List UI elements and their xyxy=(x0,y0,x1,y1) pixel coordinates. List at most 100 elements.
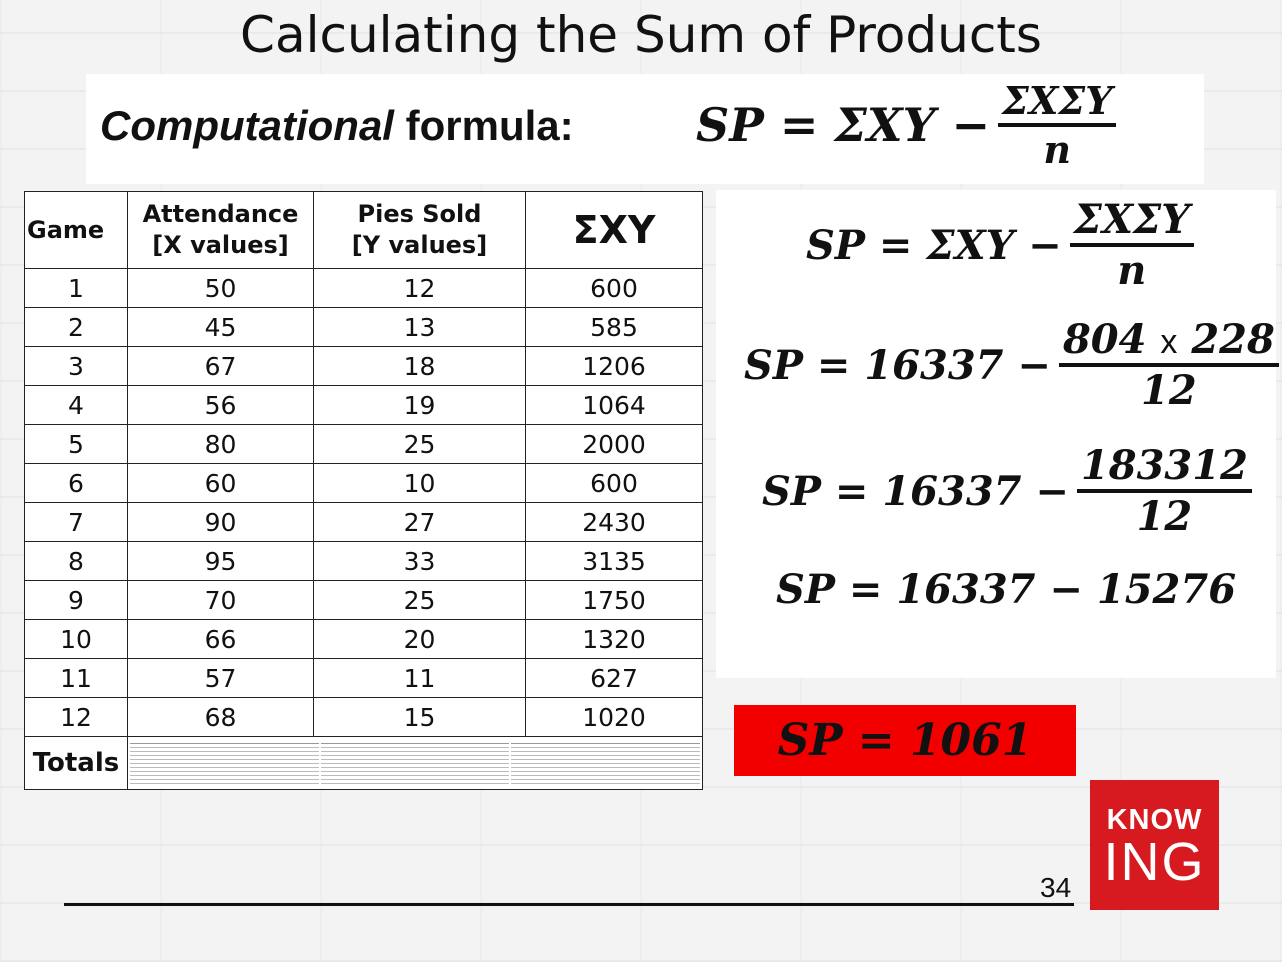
calc-line-3-den: 12 xyxy=(1136,493,1193,540)
table-row: 5 80 25 2000 xyxy=(24,424,703,464)
table-row: 6 60 10 600 xyxy=(24,463,703,503)
cell-pies: 12 xyxy=(313,268,526,308)
totals-row: Totals xyxy=(24,736,703,790)
table-row: 4 56 19 1064 xyxy=(24,385,703,425)
calc-line-2: SP = 16337 − 804 x 228 12 xyxy=(744,316,1279,414)
cell-game: 7 xyxy=(24,502,128,542)
cell-sxy: 2430 xyxy=(525,502,703,542)
cell-pies: 33 xyxy=(313,541,526,581)
cell-game: 12 xyxy=(24,697,128,737)
cell-game: 10 xyxy=(24,619,128,659)
header-pies: Pies Sold [Y values] xyxy=(313,191,526,269)
calc-line-4: SP = 16337 − 15276 xyxy=(776,566,1237,613)
fraction-bar xyxy=(1076,489,1252,493)
cell-sxy: 3135 xyxy=(525,541,703,581)
cell-attendance: 66 xyxy=(127,619,314,659)
calc-line-1-lhs: SP = ΣXY − xyxy=(806,221,1062,269)
cell-pies: 27 xyxy=(313,502,526,542)
cell-pies: 15 xyxy=(313,697,526,737)
header-attendance: Attendance [X values] xyxy=(127,191,314,269)
result-text: SP = 1061 xyxy=(777,715,1033,766)
cell-pies: 18 xyxy=(313,346,526,386)
cell-game: 6 xyxy=(24,463,128,503)
cell-sxy: 627 xyxy=(525,658,703,698)
cell-sxy: 1020 xyxy=(525,697,703,737)
cell-sxy: 2000 xyxy=(525,424,703,464)
table-row: 8 95 33 3135 xyxy=(24,541,703,581)
cell-sxy: 600 xyxy=(525,268,703,308)
thumbnail-table xyxy=(130,742,319,784)
cell-game: 8 xyxy=(24,541,128,581)
fraction-bar xyxy=(998,123,1117,127)
table-row: 1 50 12 600 xyxy=(24,268,703,308)
cell-game: 5 xyxy=(24,424,128,464)
fraction-bar xyxy=(1069,243,1194,247)
cell-attendance: 80 xyxy=(127,424,314,464)
logo-bottom-text: ING xyxy=(1103,832,1206,892)
slide-title: Calculating the Sum of Products xyxy=(240,6,1042,64)
table-row: 2 45 13 585 xyxy=(24,307,703,347)
cell-pies: 19 xyxy=(313,385,526,425)
calc-line-1-num: ΣXΣY xyxy=(1073,196,1190,243)
num-a: 804 xyxy=(1062,316,1147,363)
header-pies-line2: [Y values] xyxy=(351,231,488,259)
header-attendance-line1: Attendance xyxy=(142,200,299,228)
fraction-bar xyxy=(1058,363,1279,367)
table-row: 10 66 20 1320 xyxy=(24,619,703,659)
banner-formula-lhs: SP = ΣXY − xyxy=(696,98,990,152)
calc-line-1-den: n xyxy=(1117,247,1147,294)
header-pies-line1: Pies Sold xyxy=(357,200,482,228)
cell-attendance: 50 xyxy=(127,268,314,308)
formula-banner: Computational formula: SP = ΣXY − ΣXΣY n xyxy=(86,74,1204,184)
totals-label: Totals xyxy=(24,736,128,790)
cell-attendance: 70 xyxy=(127,580,314,620)
totals-embedded-thumbnail xyxy=(127,736,703,790)
calculation-panel: SP = ΣXY − ΣXΣY n SP = 16337 − 804 x 228… xyxy=(716,190,1279,678)
cell-attendance: 60 xyxy=(127,463,314,503)
calc-line-1: SP = ΣXY − ΣXΣY n xyxy=(806,196,1194,294)
banner-denominator: n xyxy=(1043,127,1071,172)
cell-game: 9 xyxy=(24,580,128,620)
formula-label: Computational formula: xyxy=(100,102,574,150)
page-number: 34 xyxy=(1040,872,1072,903)
cell-game: 1 xyxy=(24,268,128,308)
calc-line-3: SP = 16337 − 183312 12 xyxy=(762,442,1252,540)
cell-game: 3 xyxy=(24,346,128,386)
cell-attendance: 67 xyxy=(127,346,314,386)
cell-pies: 10 xyxy=(313,463,526,503)
knowing-logo: KNOW ING xyxy=(1090,780,1219,910)
cell-pies: 11 xyxy=(313,658,526,698)
cell-attendance: 57 xyxy=(127,658,314,698)
cell-game: 11 xyxy=(24,658,128,698)
calc-line-2-num: 804 x 228 xyxy=(1059,316,1279,363)
cell-attendance: 90 xyxy=(127,502,314,542)
calc-line-2-den: 12 xyxy=(1141,367,1197,414)
cell-sxy: 1206 xyxy=(525,346,703,386)
cell-pies: 25 xyxy=(313,424,526,464)
result-box: SP = 1061 xyxy=(734,705,1076,776)
logo-top-text: KNOW xyxy=(1106,804,1203,836)
banner-numerator: ΣXΣY xyxy=(1002,78,1113,123)
times-sign: x xyxy=(1160,323,1178,361)
cell-game: 4 xyxy=(24,385,128,425)
cell-attendance: 68 xyxy=(127,697,314,737)
calc-line-1-fraction: ΣXΣY n xyxy=(1069,196,1194,294)
header-game: Game xyxy=(24,191,128,269)
calc-line-2-fraction: 804 x 228 12 xyxy=(1058,316,1279,414)
banner-formula: SP = ΣXY − ΣXΣY n xyxy=(696,78,1117,172)
calc-line-3-num: 183312 xyxy=(1080,442,1248,489)
cell-sxy: 1064 xyxy=(525,385,703,425)
table-row: 3 67 18 1206 xyxy=(24,346,703,386)
cell-pies: 25 xyxy=(313,580,526,620)
cell-attendance: 56 xyxy=(127,385,314,425)
thumbnail-tables-image xyxy=(128,742,702,784)
cell-sxy: 1750 xyxy=(525,580,703,620)
table-row: 7 90 27 2430 xyxy=(24,502,703,542)
formula-label-rest: formula: xyxy=(405,102,574,149)
banner-formula-fraction: ΣXΣY n xyxy=(998,78,1117,172)
header-attendance-line2: [X values] xyxy=(152,231,289,259)
table-row: 12 68 15 1020 xyxy=(24,697,703,737)
cell-attendance: 45 xyxy=(127,307,314,347)
cell-pies: 13 xyxy=(313,307,526,347)
cell-game: 2 xyxy=(24,307,128,347)
